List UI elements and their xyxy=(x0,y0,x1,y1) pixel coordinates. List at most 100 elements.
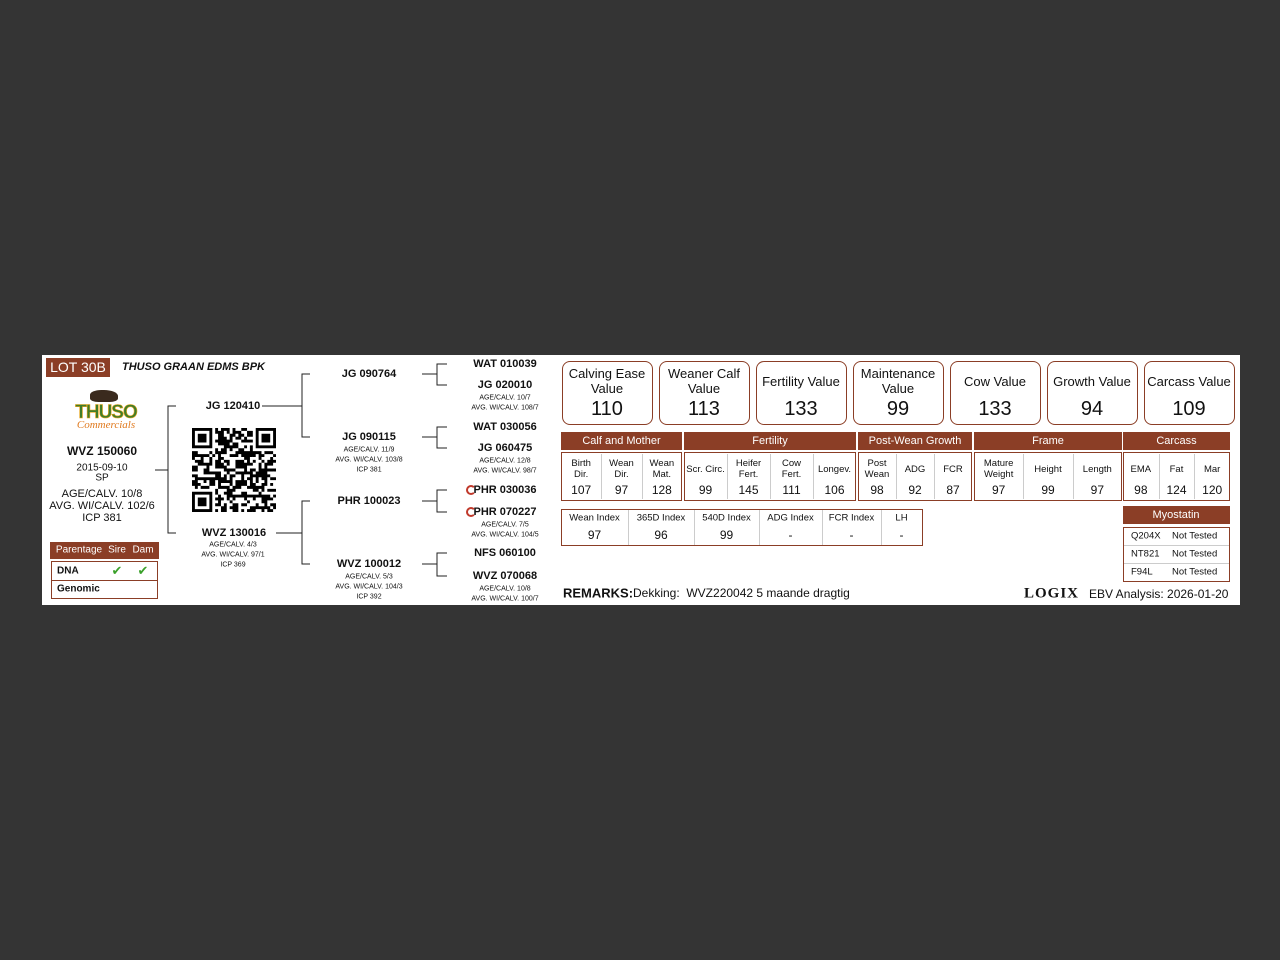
value-title: Fertility Value xyxy=(762,373,840,389)
remarks-label: REMARKS: xyxy=(563,585,634,601)
index-value: - xyxy=(849,528,854,542)
grandparent-detail: AVG. WI/CALV. 104/3 xyxy=(335,583,403,591)
great-grandparent-name: WAT 030056 xyxy=(473,421,537,433)
sire-name: JG 120410 xyxy=(205,400,261,412)
pedigree-lines xyxy=(155,363,447,577)
grandparent-name: WVZ 100012 xyxy=(336,558,402,570)
great-grandparent-name: NFS 060100 xyxy=(474,547,536,559)
ebv-value: 111 xyxy=(782,483,801,497)
qr-code xyxy=(192,428,276,512)
ebv-label: Mar xyxy=(1203,463,1221,475)
ebv-label: Mature Weight xyxy=(983,458,1014,480)
index-value: - xyxy=(788,528,793,542)
value-title: Weaner Calf Value xyxy=(667,366,740,396)
grandparent-name: JG 090115 xyxy=(342,431,396,443)
value-number: 133 xyxy=(784,398,818,420)
ebv-divider xyxy=(641,454,643,499)
great-grandparent-name: PHR 070227 xyxy=(473,506,537,518)
value-box: Cow Value 133 xyxy=(950,361,1041,425)
parentage-label: DNA xyxy=(57,565,79,577)
index-divider xyxy=(881,510,882,545)
parentage-header-cell: Dam xyxy=(132,544,154,556)
index-label: LH xyxy=(895,512,908,524)
logo-animal xyxy=(90,390,118,402)
ebv-value: 107 xyxy=(571,483,592,497)
index-divider xyxy=(822,510,823,545)
dam-detail: AVG. WI/CALV. 97/1 xyxy=(201,551,265,559)
ebv-divider xyxy=(1072,454,1074,499)
ebv-value: 128 xyxy=(651,483,672,497)
ebv-group-header xyxy=(684,432,856,450)
grandparent-detail: AGE/CALV. 11/9 xyxy=(343,446,395,454)
value-box: Fertility Value 133 xyxy=(756,361,847,425)
ebv-label: FCR xyxy=(943,463,963,475)
great-grandparent-name: JG 020010 xyxy=(477,379,533,391)
ebv-divider xyxy=(1194,454,1196,499)
index-label: Wean Index xyxy=(569,512,620,524)
ebv-label: Length xyxy=(1082,463,1112,475)
ebv-value: 87 xyxy=(946,483,960,497)
grandparent-detail: AGE/CALV. 5/3 xyxy=(345,573,393,581)
ebv-value: 99 xyxy=(698,483,713,497)
great-grandparent-detail: AVG. WI/CALV. 100/7 xyxy=(471,595,539,603)
myostatin-header xyxy=(1123,506,1230,524)
ebv-group-title: Fertility xyxy=(752,435,788,447)
grandparent-detail: ICP 392 xyxy=(356,593,382,601)
ebv-label: Cow Fert. xyxy=(781,458,802,480)
ebv-group-header xyxy=(858,432,972,450)
myostatin-title: Myostatin xyxy=(1152,509,1200,521)
ebv-label: Wean Mat. xyxy=(649,458,675,480)
ebv-value: 97 xyxy=(1090,483,1105,497)
ebv-label: Birth Dir. xyxy=(571,458,591,480)
great-grandparent-detail: AVG. WI/CALV. 104/5 xyxy=(471,531,539,539)
ebv-divider xyxy=(770,454,771,499)
ebv-divider xyxy=(1158,454,1160,499)
index-divider xyxy=(759,510,760,545)
great-grandparent-detail: AGE/CALV. 10/7 xyxy=(479,394,531,402)
ebv-value: 124 xyxy=(1166,483,1187,497)
avg-wean-index: AVG. WI/CALV. 102/6 xyxy=(49,500,155,512)
value-number: 94 xyxy=(1080,398,1104,420)
myostatin-marker: F94L xyxy=(1131,566,1153,578)
value-title: Carcass Value xyxy=(1147,373,1231,389)
value-box: Maintenance Value 99 xyxy=(853,361,944,425)
ebv-label: Longev. xyxy=(817,463,852,475)
great-grandparent-name: PHR 030036 xyxy=(473,484,537,496)
birth-date: 2015-09-10 xyxy=(76,462,128,474)
parentage-header xyxy=(50,542,159,559)
value-number: 113 xyxy=(688,398,720,420)
value-box: Calving Ease Value 110 xyxy=(562,361,653,425)
animal-id: WVZ 150060 xyxy=(66,444,138,458)
qr-code-image xyxy=(192,428,276,512)
value-title: Growth Value xyxy=(1053,373,1131,389)
index-divider xyxy=(628,510,629,545)
lot-card: LOT 30B THUSO GRAAN EDMS BPK THUSO Commerci… xyxy=(42,355,1240,605)
value-number: 133 xyxy=(978,398,1012,420)
ebv-group-title: Post-Wean Growth xyxy=(868,435,962,447)
ebv-value: 99 xyxy=(1041,483,1055,497)
ebv-group-title: Carcass xyxy=(1156,435,1197,447)
myostatin-divider xyxy=(1124,563,1229,564)
ebv-group-body xyxy=(1123,452,1230,501)
myostatin-body xyxy=(1123,527,1230,582)
ebv-label: Wean Dir. xyxy=(609,458,634,480)
pedigree-connector xyxy=(155,363,447,577)
ebv-value: 97 xyxy=(991,483,1006,497)
dam-detail: ICP 369 xyxy=(220,561,246,569)
ebv-group-header xyxy=(561,432,682,450)
myostatin-result: Not Tested xyxy=(1172,548,1218,560)
value-title: Calving Ease Value xyxy=(568,366,646,396)
value-box: Growth Value 94 xyxy=(1047,361,1138,425)
logo-tagline: Commercials xyxy=(76,419,136,431)
great-grandparent-name: JG 060475 xyxy=(477,442,533,454)
ebv-divider xyxy=(934,454,935,499)
ebv-group-body xyxy=(974,452,1122,501)
ebv-group-body xyxy=(561,452,682,501)
value-box: Carcass Value 109 xyxy=(1144,361,1235,425)
index-label: 540D Index xyxy=(702,512,751,524)
index-label: 365D Index xyxy=(636,512,686,524)
ebv-divider xyxy=(1023,454,1025,499)
index-value: 97 xyxy=(587,528,602,542)
ebv-label: Fat xyxy=(1169,463,1184,475)
value-number: 109 xyxy=(1172,398,1206,420)
